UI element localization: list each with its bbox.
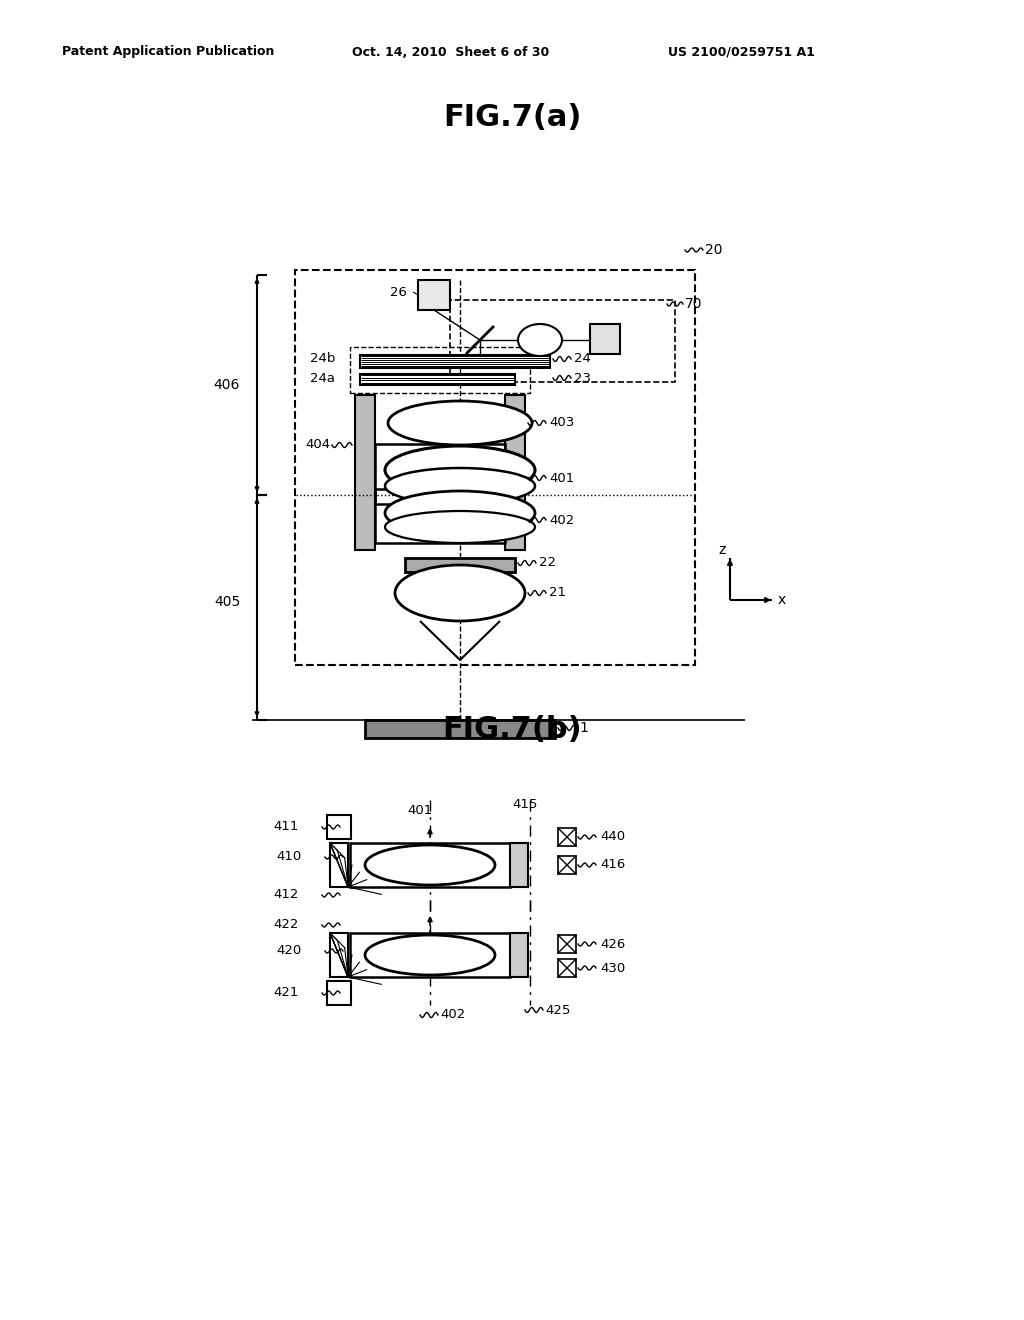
Bar <box>360 355 550 368</box>
Text: 430: 430 <box>600 961 626 974</box>
Text: 425: 425 <box>545 1003 570 1016</box>
Text: Oct. 14, 2010  Sheet 6 of 30: Oct. 14, 2010 Sheet 6 of 30 <box>352 45 549 58</box>
Bar <box>510 933 528 977</box>
Text: 410: 410 <box>276 850 302 863</box>
Text: 70: 70 <box>685 297 702 312</box>
Text: 412: 412 <box>273 888 299 902</box>
Text: 411: 411 <box>273 821 299 833</box>
Text: 402: 402 <box>440 1008 465 1022</box>
Text: 406: 406 <box>214 378 241 392</box>
Text: 22: 22 <box>539 557 556 569</box>
Text: 422: 422 <box>273 919 299 932</box>
Text: 23: 23 <box>574 371 591 384</box>
Bar <box>365 719 555 738</box>
Text: 24b: 24b <box>310 352 336 366</box>
Ellipse shape <box>385 491 535 535</box>
Bar <box>350 347 530 393</box>
Text: x: x <box>778 593 786 607</box>
Bar <box>418 280 450 310</box>
Text: 24a: 24a <box>310 371 335 384</box>
Bar <box>558 828 575 846</box>
Bar <box>350 843 510 887</box>
Ellipse shape <box>385 469 535 504</box>
Text: 416: 416 <box>600 858 626 871</box>
Bar <box>406 558 515 572</box>
Bar <box>327 981 351 1005</box>
Ellipse shape <box>385 511 535 543</box>
Text: z: z <box>719 543 726 557</box>
Text: 402: 402 <box>549 513 574 527</box>
Text: 26: 26 <box>390 285 407 298</box>
Bar <box>360 374 515 385</box>
Bar <box>505 395 525 550</box>
Bar <box>330 843 348 887</box>
Text: 440: 440 <box>600 830 625 843</box>
Bar <box>590 323 620 354</box>
Bar <box>350 933 510 977</box>
Bar <box>510 843 528 887</box>
Ellipse shape <box>388 401 532 445</box>
Bar <box>558 935 575 953</box>
Ellipse shape <box>518 323 562 356</box>
Text: 1: 1 <box>579 721 588 735</box>
Text: Patent Application Publication: Patent Application Publication <box>62 45 274 58</box>
Text: 426: 426 <box>600 937 626 950</box>
Ellipse shape <box>385 446 535 494</box>
Bar <box>558 960 575 977</box>
Bar <box>330 933 348 977</box>
Bar <box>355 395 375 550</box>
Bar <box>327 814 351 840</box>
Text: 421: 421 <box>273 986 299 999</box>
Ellipse shape <box>365 845 495 884</box>
Text: FIG.7(a): FIG.7(a) <box>442 103 582 132</box>
Text: 403: 403 <box>549 417 574 429</box>
Ellipse shape <box>395 565 525 620</box>
Bar <box>295 271 695 665</box>
Text: 401: 401 <box>549 471 574 484</box>
Text: US 2100/0259751 A1: US 2100/0259751 A1 <box>668 45 815 58</box>
Text: FIG.7(b): FIG.7(b) <box>442 715 582 744</box>
Ellipse shape <box>365 935 495 975</box>
Text: 401: 401 <box>408 804 432 817</box>
Bar <box>375 444 505 504</box>
Text: 404: 404 <box>305 438 330 451</box>
Bar <box>375 488 505 543</box>
Text: 24: 24 <box>574 352 591 366</box>
Bar <box>558 855 575 874</box>
Text: 405: 405 <box>214 595 240 609</box>
Bar <box>450 300 675 381</box>
Text: 20: 20 <box>705 243 723 257</box>
Text: 415: 415 <box>512 799 538 812</box>
Text: 420: 420 <box>276 945 302 957</box>
Text: 21: 21 <box>549 586 566 599</box>
